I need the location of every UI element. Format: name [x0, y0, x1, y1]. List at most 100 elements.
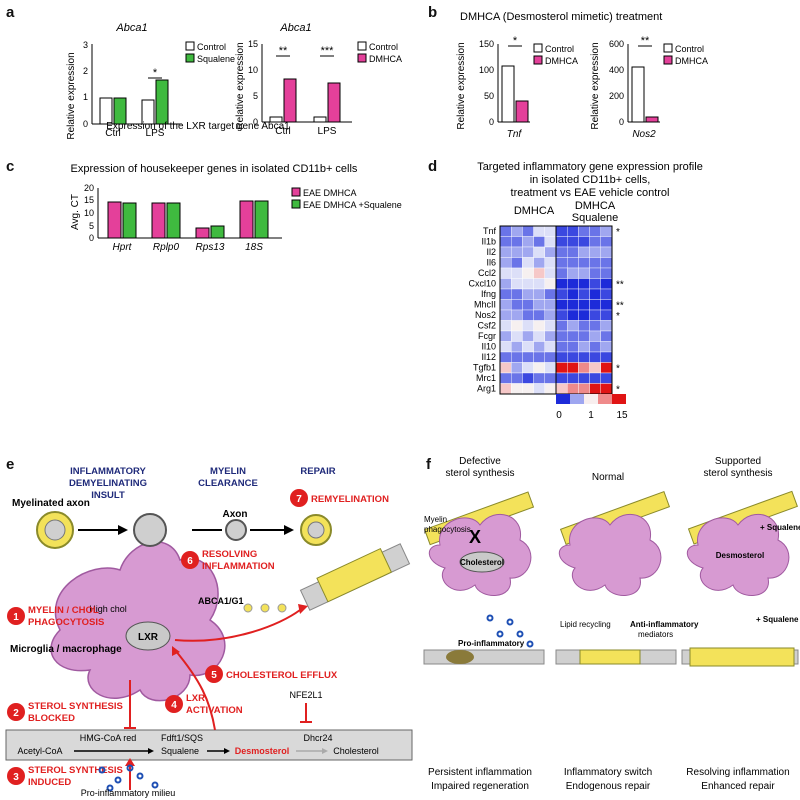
heatmap-cell	[544, 299, 557, 311]
microglia-cell	[50, 541, 226, 702]
heatmap-cell	[589, 372, 602, 384]
heatmap-cell	[600, 383, 613, 395]
gene-label: Nos2	[475, 310, 496, 320]
heatmap-cell	[510, 278, 523, 290]
bar	[254, 200, 269, 239]
heatmap-cell	[510, 351, 523, 363]
heatmap-cell	[589, 320, 602, 332]
cell-defective: Cholesterol X	[424, 491, 535, 596]
svg-text:X: X	[469, 527, 481, 547]
legend-item: DMHCA	[369, 54, 402, 64]
heatmap-cell	[566, 383, 579, 395]
panel-label-b: b	[428, 4, 438, 21]
panel-a-right-title: Abca1	[279, 22, 311, 34]
scale-label: 15	[616, 410, 628, 421]
heatmap-cell	[544, 278, 557, 290]
scale-swatch	[570, 394, 584, 404]
heatmap-cell	[544, 236, 557, 248]
heatmap-cell	[533, 320, 545, 332]
heatmap-cell	[578, 351, 590, 363]
heatmap-cell	[600, 309, 613, 321]
heatmap-cell	[555, 309, 568, 321]
heatmap-cell	[566, 341, 579, 353]
heatmap-cell	[510, 225, 523, 237]
heatmap-cell	[522, 267, 534, 279]
heatmap-cell	[578, 257, 590, 269]
heatmap-cell	[555, 330, 568, 342]
legend-item: Control	[197, 42, 226, 52]
scale-swatch	[598, 394, 612, 404]
gene-label: Ccl2	[478, 268, 496, 278]
tick: 0	[489, 117, 494, 127]
gene-label: Arg1	[477, 384, 496, 394]
heatmap-cell	[499, 341, 512, 353]
heatmap-cell	[533, 341, 545, 353]
bar	[122, 202, 137, 239]
heatmap-cell	[566, 267, 579, 279]
enzyme: Dhcr24	[303, 733, 332, 743]
panel-a-caption: Expression of the LXR target gene Abca1	[106, 121, 290, 132]
gene-label: Ifng	[481, 289, 496, 299]
panel-c-title: Expression of housekeeper genes in isola…	[71, 163, 358, 175]
step-text: PHAGOCYTOSIS	[28, 617, 104, 628]
column-outcome: Enhanced repair	[701, 781, 775, 792]
heatmap-cell	[555, 351, 568, 363]
tick: 3	[83, 40, 88, 50]
heatmap-cell	[522, 278, 534, 290]
tick: 50	[484, 91, 494, 101]
ylabel: Relative expression	[456, 42, 467, 129]
label-milieu: Pro-inflammatory milieu	[81, 788, 176, 798]
metabolite: Squalene	[161, 746, 199, 756]
panel-a-right-ylabel: Relative expression	[235, 42, 246, 129]
legend-item: Control	[545, 44, 574, 54]
metabolite: Cholesterol	[333, 746, 379, 756]
heatmap-cell	[555, 383, 568, 395]
svg-text:Hprt: Hprt	[113, 242, 133, 253]
heatmap-cell	[578, 320, 590, 332]
heatmap-cell	[578, 267, 590, 279]
heatmap-cell	[522, 309, 534, 321]
heatmap-cell	[522, 362, 534, 374]
step-number: 1	[13, 612, 19, 623]
gene-label: Il12	[481, 352, 496, 362]
bar	[283, 78, 297, 123]
heatmap-cell	[600, 236, 613, 248]
gene-label: Il6	[486, 258, 496, 268]
significance-star: **	[279, 45, 288, 57]
legend-item: Squalene	[197, 54, 235, 64]
tick: 0	[253, 117, 258, 127]
heatmap-cell	[566, 362, 579, 374]
label-lipid-recycling: Lipid recycling	[560, 620, 611, 629]
cell-normal	[558, 491, 671, 596]
heatmap-cell	[578, 383, 590, 395]
gene-label: Tgfb1	[473, 363, 496, 373]
bar	[515, 100, 529, 123]
bar	[141, 99, 155, 125]
heatmap-cell	[566, 330, 579, 342]
heatmap-cell	[589, 236, 602, 248]
gene-label: Csf2	[477, 321, 496, 331]
axon-core	[44, 519, 66, 541]
cell-supported: Desmosterol	[686, 490, 798, 596]
heatmap-cell	[533, 225, 545, 237]
heatmap-cell	[544, 351, 557, 363]
heatmap-cell	[499, 236, 512, 248]
svg-text:LPS: LPS	[146, 128, 165, 139]
svg-text:Ctrl: Ctrl	[275, 126, 291, 137]
header: MYELIN	[210, 466, 246, 477]
heatmap-cell	[555, 299, 568, 311]
heatmap-cell	[555, 362, 568, 374]
gene-label: Il10	[481, 342, 496, 352]
heatmap-cell	[600, 267, 613, 279]
bar	[631, 66, 645, 123]
step-text: CHOLESTEROL EFFLUX	[226, 670, 338, 681]
ylabel: Relative expression	[590, 42, 601, 129]
svg-text:Ctrl: Ctrl	[105, 128, 121, 139]
heatmap-cell	[589, 341, 602, 353]
column-outcome: Endogenous repair	[566, 781, 651, 792]
heatmap-cell	[589, 299, 602, 311]
tick: 0	[83, 119, 88, 129]
enzyme: Fdft1/SQS	[161, 733, 203, 743]
step-number: 7	[296, 494, 302, 505]
tick: 5	[253, 91, 258, 101]
